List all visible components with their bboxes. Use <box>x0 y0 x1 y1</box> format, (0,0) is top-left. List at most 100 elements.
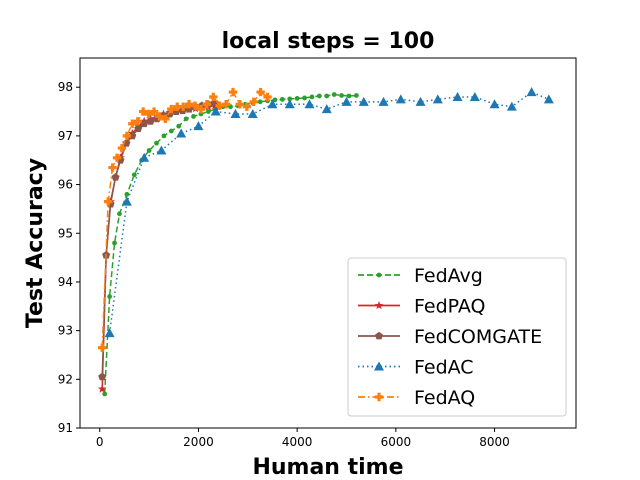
data-point-fedaq <box>122 131 132 141</box>
data-point-fedac <box>210 106 221 116</box>
legend-label-fedpaq: FedPAQ <box>414 296 486 318</box>
data-point-fedac <box>543 94 554 104</box>
data-point-fedaq <box>263 92 272 102</box>
legend-marker-fedcomgate <box>375 331 383 340</box>
data-point-fedaq <box>221 100 231 109</box>
legend-item-fedavg: FedAvg <box>358 265 483 287</box>
data-point-fedac <box>415 96 426 106</box>
data-point-fedaq <box>128 119 137 128</box>
series-fedpaq <box>97 101 220 393</box>
y-tick-label: 98 <box>58 80 73 94</box>
legend-item-fedac: FedAC <box>358 357 474 379</box>
legend-item-fedaq: FedAQ <box>358 387 475 409</box>
legend-item-fedcomgate: FedCOMGATE <box>358 326 542 348</box>
data-point-fedavg <box>346 93 352 99</box>
data-point-fedac <box>121 196 132 206</box>
data-point-fedaq <box>133 117 142 126</box>
data-point-fedaq <box>178 102 188 111</box>
x-tick-label: 4000 <box>282 435 313 449</box>
data-point-fedac <box>526 87 537 97</box>
data-point-fedcomgate <box>140 119 149 128</box>
legend-marker-fedaq <box>374 392 384 402</box>
x-tick-label: 6000 <box>381 435 412 449</box>
series-fedac <box>104 87 554 338</box>
data-point-fedcomgate <box>98 372 107 381</box>
legend: FedAvg FedPAQ FedCOMGATE FedAC FedAQ <box>347 257 567 417</box>
data-point-fedaq <box>108 163 117 172</box>
data-point-fedac <box>489 99 500 109</box>
y-tick-label: 94 <box>58 275 73 289</box>
data-point-fedcomgate <box>134 124 143 132</box>
data-point-fedaq <box>155 112 164 121</box>
data-point-fedcomgate <box>111 173 120 181</box>
data-point-fedaq <box>242 102 252 111</box>
data-point-fedaq <box>209 92 218 102</box>
data-point-fedaq <box>202 100 212 109</box>
data-point-fedaq <box>103 197 113 206</box>
data-point-fedaq <box>144 109 153 119</box>
data-point-fedavg <box>294 96 300 101</box>
data-point-fedac <box>176 128 187 138</box>
data-point-fedavg <box>183 116 189 122</box>
y-tick-label: 93 <box>58 324 73 338</box>
data-point-fedavg <box>107 294 113 299</box>
data-point-fedaq <box>215 101 224 110</box>
data-point-fedavg <box>112 240 117 246</box>
data-point-fedac <box>341 96 352 106</box>
y-axis-label: Test Accuracy <box>23 158 48 328</box>
legend-marker-fedavg <box>376 272 382 278</box>
data-point-fedac <box>267 99 278 109</box>
data-point-fedavg <box>353 93 359 98</box>
y-tick-label: 91 <box>58 421 73 435</box>
data-point-fedavg <box>102 391 108 397</box>
x-tick-label: 2000 <box>183 435 214 449</box>
data-point-fedac <box>506 101 517 111</box>
legend-label-fedac: FedAC <box>414 357 474 379</box>
data-point-fedavg <box>339 93 344 98</box>
data-point-fedavg <box>316 93 322 99</box>
chart-title: local steps = 100 <box>222 29 435 54</box>
x-axis: 0 2000 4000 6000 8000 <box>96 428 510 449</box>
data-point-fedac <box>247 108 258 118</box>
data-point-fedac <box>321 104 332 114</box>
data-point-fedaq <box>235 100 245 109</box>
data-point-fedac <box>469 91 480 101</box>
data-point-fedac <box>230 108 241 118</box>
data-point-fedaq <box>173 102 182 111</box>
data-point-fedavg <box>287 96 293 102</box>
data-point-fedavg <box>257 99 263 105</box>
data-point-fedaq <box>190 101 200 110</box>
data-point-fedac <box>284 99 295 109</box>
data-point-fedavg <box>331 92 337 97</box>
data-point-fedpaq <box>97 384 107 393</box>
data-point-fedac <box>156 145 167 155</box>
data-point-fedaq <box>149 107 159 116</box>
data-point-fedaq <box>98 343 107 352</box>
series-fedavg <box>102 92 359 397</box>
data-point-fedavg <box>191 114 196 119</box>
plot-area <box>97 87 554 397</box>
data-point-fedavg <box>324 93 330 99</box>
data-point-fedcomgate <box>146 117 155 125</box>
data-point-fedavg <box>146 148 152 153</box>
plot-frame <box>79 57 577 429</box>
legend-item-fedpaq: FedPAQ <box>358 296 486 318</box>
data-point-fedac <box>304 99 315 109</box>
legend-marker-fedac <box>374 361 384 371</box>
y-axis: 91 92 93 94 95 96 97 98 <box>58 80 80 435</box>
data-point-fedaq <box>161 114 170 124</box>
data-point-fedavg <box>131 172 137 178</box>
data-point-fedac <box>378 96 389 106</box>
data-point-fedaq <box>184 100 194 109</box>
legend-box <box>347 257 567 417</box>
data-point-fedaq <box>249 97 258 107</box>
y-tick-label: 96 <box>58 178 73 192</box>
legend-label-fedavg: FedAvg <box>414 265 483 287</box>
x-tick-label: 8000 <box>479 435 510 449</box>
x-tick-label: 0 <box>96 435 104 449</box>
legend-marker-fedpaq <box>374 301 384 310</box>
data-point-fedavg <box>302 95 307 101</box>
data-point-fedaq <box>228 87 238 97</box>
data-point-fedavg <box>124 191 130 197</box>
